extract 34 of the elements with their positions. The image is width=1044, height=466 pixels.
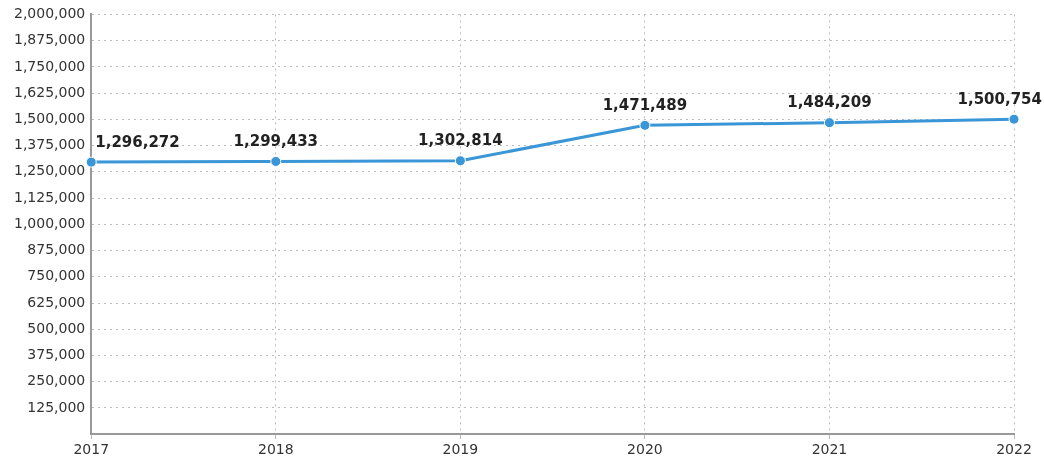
y-tick-label: 1,625,000 bbox=[13, 83, 86, 100]
data-label: 1,471,489 bbox=[602, 95, 688, 114]
data-label: 1,500,754 bbox=[957, 89, 1043, 108]
y-tick-label: 2,000,000 bbox=[13, 5, 86, 22]
y-tick-label: 1,875,000 bbox=[13, 31, 86, 48]
data-label: 1,299,433 bbox=[233, 131, 319, 150]
data-label: 1,302,814 bbox=[418, 131, 503, 150]
y-tick-label: 250,000 bbox=[27, 372, 86, 389]
y-tick-label: 1,500,000 bbox=[13, 109, 86, 126]
data-label: 1,296,272 bbox=[95, 132, 180, 151]
y-tick-label: 125,000 bbox=[27, 398, 86, 415]
x-tick-label: 2020 bbox=[627, 441, 663, 458]
point bbox=[85, 156, 97, 168]
y-tick-label: 500,000 bbox=[27, 319, 86, 336]
y-tick-label: 875,000 bbox=[27, 241, 86, 258]
y-tick-label: 375,000 bbox=[27, 346, 86, 363]
point bbox=[454, 155, 466, 167]
y-tick-label: 625,000 bbox=[27, 293, 86, 310]
y-tick-label: 1,125,000 bbox=[13, 188, 86, 205]
data-label: 1,484,209 bbox=[787, 93, 872, 112]
x-tick-label: 2017 bbox=[73, 441, 110, 458]
point bbox=[823, 117, 835, 129]
y-tick-label: 1,750,000 bbox=[13, 57, 86, 74]
x-tick-label: 2021 bbox=[811, 441, 848, 458]
y-tick-label: 1,000,000 bbox=[13, 214, 86, 231]
x-tick-label: 2019 bbox=[442, 441, 479, 458]
x-tick-label: 2022 bbox=[996, 441, 1032, 458]
y-tick-label: 1,250,000 bbox=[13, 162, 86, 179]
x-tick-label: 2018 bbox=[257, 441, 294, 458]
point bbox=[270, 155, 282, 167]
point bbox=[1008, 113, 1020, 125]
point bbox=[639, 119, 651, 131]
y-tick-label: 750,000 bbox=[27, 267, 86, 284]
y-tick-label: 1,375,000 bbox=[13, 136, 86, 153]
